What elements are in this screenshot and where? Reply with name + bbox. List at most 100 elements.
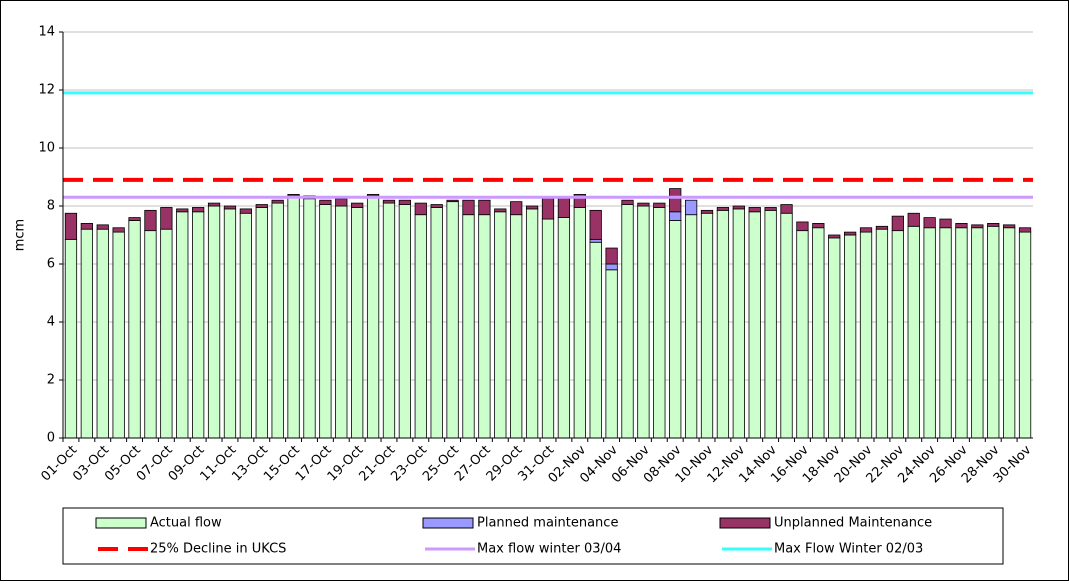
bar-segment xyxy=(732,208,745,439)
legend-swatch xyxy=(422,517,474,529)
bar-segment xyxy=(684,199,698,216)
bar-segment xyxy=(875,225,889,230)
bar-segment xyxy=(478,199,491,216)
bar-segment xyxy=(923,217,936,229)
bar-segment xyxy=(335,198,348,207)
bar-segment xyxy=(160,228,173,439)
legend-label: 25% Decline in UKCS xyxy=(150,542,286,557)
legend-label: Unplanned Maintenance xyxy=(774,516,932,531)
bar-segment xyxy=(764,209,777,439)
legend-label: Max flow winter 03/04 xyxy=(477,542,621,557)
bar-segment xyxy=(748,211,761,439)
bar-segment xyxy=(557,217,571,439)
bar-segment xyxy=(541,196,555,220)
bar-segment xyxy=(510,214,523,439)
bar-segment xyxy=(80,222,93,230)
bar-segment xyxy=(207,202,221,207)
bar-segment xyxy=(812,227,825,439)
y-tick-label: 12 xyxy=(38,83,55,98)
bar-segment xyxy=(891,215,904,232)
bar-segment xyxy=(939,227,952,439)
bar-segment xyxy=(796,221,809,232)
bar-segment xyxy=(780,204,793,214)
bar-segment xyxy=(621,199,634,205)
bar-segment xyxy=(748,207,761,213)
bar-segment xyxy=(398,199,412,205)
bar-segment xyxy=(987,225,1000,439)
bar-segment xyxy=(828,237,841,439)
bar-segment xyxy=(494,211,507,439)
bar-segment xyxy=(637,205,650,439)
bar-segment xyxy=(64,238,78,439)
bar-segment xyxy=(494,208,507,213)
y-tick-label: 10 xyxy=(38,141,55,156)
bar-segment xyxy=(859,231,873,439)
bar-segment xyxy=(541,218,555,439)
y-tick-label: 6 xyxy=(47,257,55,272)
y-tick-label: 4 xyxy=(47,315,55,330)
bar-segment xyxy=(144,209,157,232)
bar-segment xyxy=(414,202,427,216)
bar-segment xyxy=(176,211,189,439)
bar-segment xyxy=(605,247,618,265)
bar-segment xyxy=(255,204,268,208)
bar-segment xyxy=(160,207,173,230)
y-tick-label: 2 xyxy=(47,373,55,388)
bar-segment xyxy=(382,199,396,204)
bar-segment xyxy=(96,228,109,439)
bar-segment xyxy=(684,214,698,439)
bar-segment xyxy=(510,201,523,216)
bar-segment xyxy=(319,199,332,205)
bar-segment xyxy=(716,209,730,439)
legend-swatch xyxy=(719,517,771,529)
bar-segment xyxy=(653,202,666,208)
bar-segment xyxy=(430,204,443,208)
y-tick-label: 0 xyxy=(47,431,55,446)
bar-segment xyxy=(573,207,586,439)
bar-segment xyxy=(398,204,412,439)
bar-segment xyxy=(478,214,491,439)
bar-segment xyxy=(351,202,364,208)
bar-segment xyxy=(796,230,809,439)
bar-segment xyxy=(605,269,618,439)
bar-segment xyxy=(382,202,396,439)
bar-segment xyxy=(303,198,316,439)
bar-segment xyxy=(239,212,252,439)
bar-segment xyxy=(669,220,682,439)
bar-segment xyxy=(525,205,539,210)
bar-segment xyxy=(732,205,745,210)
legend-label: Planned maintenance xyxy=(477,516,618,531)
bar-segment xyxy=(128,220,141,439)
legend-swatch xyxy=(95,517,147,529)
bar-segment xyxy=(764,207,777,211)
bar-segment xyxy=(907,225,920,439)
bar-segment xyxy=(907,212,920,227)
bar-segment xyxy=(287,195,300,439)
y-axis-title: mcm xyxy=(13,219,28,251)
bar-segment xyxy=(875,228,889,439)
bar-segment xyxy=(828,234,841,239)
bar-segment xyxy=(1003,224,1016,229)
legend-label: Actual flow xyxy=(150,516,222,531)
bar-segment xyxy=(891,230,904,439)
bar-segment xyxy=(700,209,714,214)
bar-segment xyxy=(192,207,205,213)
bar-segment xyxy=(700,212,714,439)
bar-segment xyxy=(812,222,825,229)
bar-segment xyxy=(351,207,364,439)
bar-segment xyxy=(589,209,602,240)
bar-segment xyxy=(176,208,189,213)
bar-segment xyxy=(939,218,952,229)
bar-segment xyxy=(128,217,141,221)
bar-segment xyxy=(653,207,666,439)
bar-segment xyxy=(112,231,125,439)
bar-segment xyxy=(271,202,284,439)
bar-segment xyxy=(96,224,109,230)
bar-segment xyxy=(144,230,157,439)
bar-segment xyxy=(446,201,459,439)
bar-segment xyxy=(573,193,586,208)
bar-segment xyxy=(462,199,475,216)
bar-segment xyxy=(971,227,984,439)
bar-segment xyxy=(971,224,984,229)
bar-segment xyxy=(844,234,857,439)
